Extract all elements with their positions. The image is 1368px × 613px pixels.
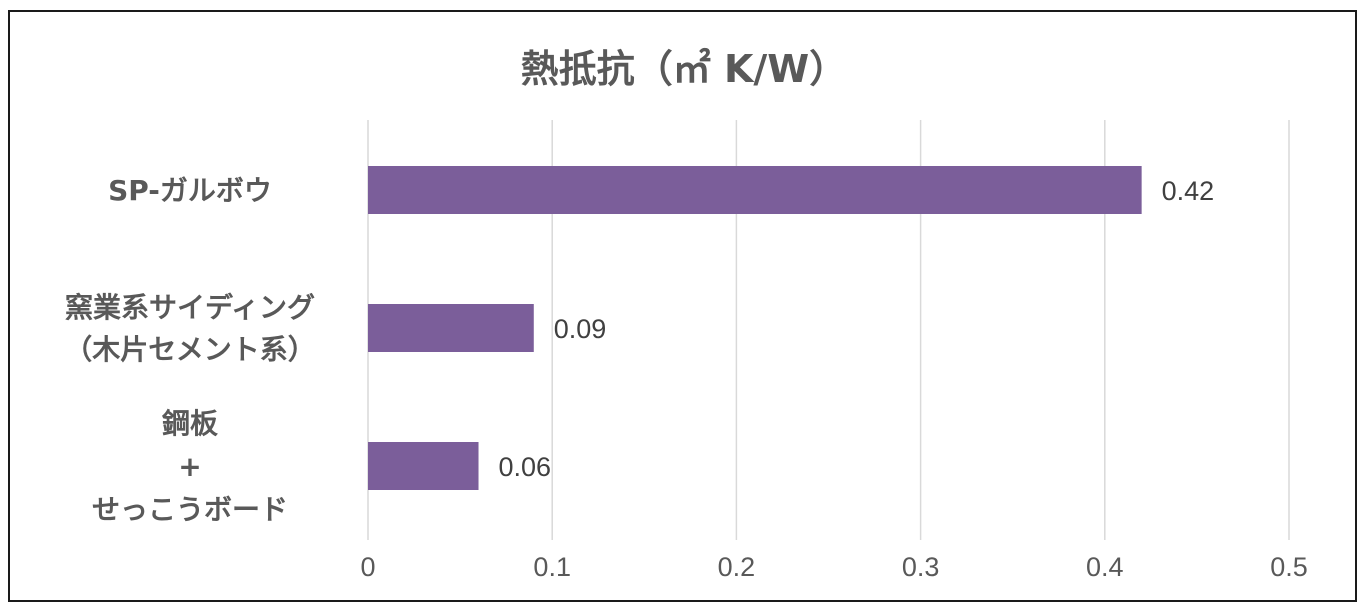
x-axis-ticks: 0 0.1 0.2 0.3 0.4 0.5 [360, 552, 1307, 582]
category-label: （木片セメント系） [64, 333, 315, 366]
bar [368, 442, 479, 490]
data-labels: 0.42 0.09 0.06 [499, 176, 1215, 482]
data-label: 0.09 [554, 314, 607, 344]
x-tick-label: 0.1 [533, 552, 571, 582]
bar [368, 166, 1142, 214]
data-label: 0.42 [1162, 176, 1215, 206]
data-label: 0.06 [499, 452, 552, 482]
bars [368, 166, 1142, 490]
chart-frame [8, 10, 1357, 602]
category-label: 鋼板 [162, 407, 218, 440]
chart-title: 熱抵抗（㎡ K/W） [521, 47, 847, 91]
x-tick-label: 0 [360, 552, 375, 582]
x-tick-label: 0.3 [902, 552, 940, 582]
x-tick-label: 0.5 [1270, 552, 1308, 582]
bar [368, 304, 534, 352]
category-label: SP-ガルボウ [108, 174, 272, 207]
x-tick-label: 0.2 [718, 552, 756, 582]
category-label: + [178, 450, 201, 483]
category-label: 窯業系サイディング [65, 291, 315, 324]
x-tick-label: 0.4 [1086, 552, 1124, 582]
category-label: せっこうボード [92, 493, 288, 526]
